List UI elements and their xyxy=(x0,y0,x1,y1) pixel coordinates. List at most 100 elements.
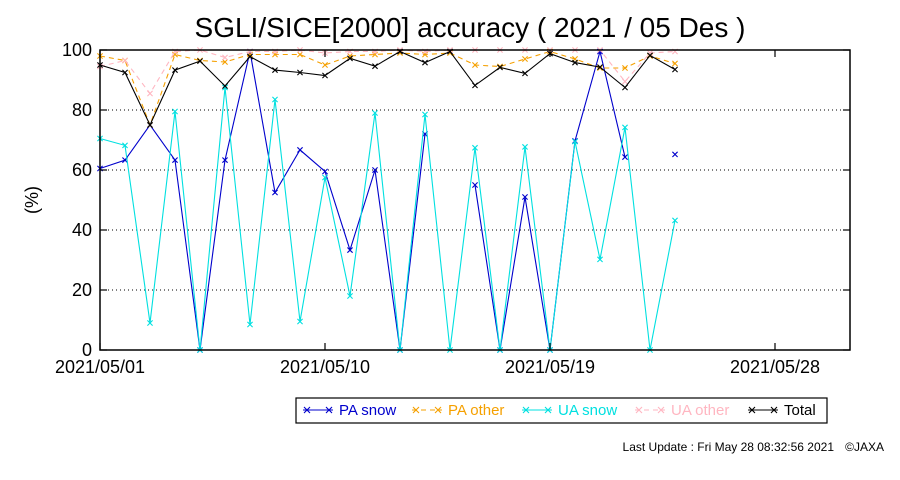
data-point xyxy=(172,67,178,74)
y-axis: 0 20 40 60 80 100 xyxy=(62,40,850,360)
data-point xyxy=(622,84,628,91)
data-point xyxy=(472,82,478,89)
y-tick-label: 0 xyxy=(82,340,92,360)
legend-label: UA snow xyxy=(558,402,617,419)
data-point xyxy=(322,72,328,79)
data-point xyxy=(622,124,628,131)
series-line-pa-other xyxy=(99,50,676,127)
legend-marker xyxy=(303,406,311,414)
data-point xyxy=(297,51,303,58)
data-point xyxy=(597,256,603,263)
data-point xyxy=(272,96,278,103)
data-point xyxy=(597,64,603,71)
legend-marker xyxy=(325,406,333,414)
legend-swatch xyxy=(635,406,665,414)
data-point xyxy=(247,53,253,60)
legend-swatch xyxy=(522,406,552,414)
data-point xyxy=(522,70,528,77)
data-point xyxy=(372,167,378,173)
legend-marker xyxy=(770,406,778,414)
data-point xyxy=(172,157,178,164)
data-point xyxy=(222,83,228,89)
copyright-text: ©JAXA xyxy=(845,440,884,454)
data-point xyxy=(372,63,378,70)
data-point xyxy=(347,53,353,59)
data-point xyxy=(422,59,428,66)
x-tick-label: 2021/05/19 xyxy=(505,357,595,377)
data-point xyxy=(247,321,253,328)
data-point xyxy=(647,52,653,59)
data-point xyxy=(522,56,528,62)
data-point xyxy=(122,57,128,64)
legend-label: PA snow xyxy=(339,402,396,419)
legend-marker xyxy=(657,406,665,414)
data-point xyxy=(672,151,678,158)
data-point xyxy=(672,66,678,73)
series-line-pa-snow xyxy=(474,51,626,351)
data-point xyxy=(272,189,278,196)
legend-marker xyxy=(412,406,420,414)
data-point xyxy=(472,62,478,68)
data-point xyxy=(672,60,678,67)
data-point xyxy=(622,78,628,85)
data-point xyxy=(672,217,678,224)
last-update-text: Last Update : Fri May 28 08:32:56 2021 xyxy=(623,440,835,454)
legend-label: Total xyxy=(784,402,816,419)
data-point xyxy=(172,108,178,115)
x-axis: 2021/05/01 2021/05/10 2021/05/19 2021/05/28 xyxy=(55,50,820,377)
data-point xyxy=(272,67,278,74)
legend-marker xyxy=(635,406,643,414)
data-point xyxy=(572,59,578,66)
data-point xyxy=(322,62,328,68)
data-point xyxy=(347,247,353,254)
data-point xyxy=(497,64,503,71)
legend-label: UA other xyxy=(671,402,729,419)
data-point xyxy=(297,318,303,325)
legend-label: PA other xyxy=(448,402,504,419)
data-point xyxy=(347,293,353,299)
data-point xyxy=(572,138,578,145)
y-tick-label: 100 xyxy=(62,40,92,60)
legend: PA snow PA other UA snow UA other Total xyxy=(295,397,828,424)
x-tick-label: 2021/05/28 xyxy=(730,357,820,377)
series-ua-snow xyxy=(97,84,678,353)
x-tick-label: 2021/05/01 xyxy=(55,357,145,377)
series-line-ua-snow xyxy=(99,87,676,351)
chart-title: SGLI/SICE[2000] accuracy ( 2021 / 05 Des… xyxy=(195,12,746,43)
data-point xyxy=(197,58,203,65)
data-point xyxy=(222,84,228,91)
grid xyxy=(100,109,850,291)
legend-swatch xyxy=(303,406,333,414)
data-point xyxy=(522,194,528,200)
legend-swatch xyxy=(412,406,442,414)
plot-frame xyxy=(99,49,851,351)
legend-marker xyxy=(748,406,756,414)
series-layer xyxy=(97,47,678,353)
series-ua-other xyxy=(97,47,678,97)
legend-swatch xyxy=(748,406,778,414)
data-point xyxy=(472,144,478,151)
data-point xyxy=(622,154,628,161)
y-tick-label: 80 xyxy=(72,100,92,120)
y-tick-label: 60 xyxy=(72,160,92,180)
data-point xyxy=(522,143,528,150)
series-total xyxy=(97,48,678,128)
y-tick-label: 40 xyxy=(72,220,92,240)
legend-box xyxy=(295,397,828,424)
data-point xyxy=(372,110,378,116)
data-point xyxy=(347,55,353,62)
data-point xyxy=(622,65,628,71)
series-line-ua-other xyxy=(99,49,676,95)
data-point xyxy=(647,50,653,56)
data-point xyxy=(322,174,328,181)
data-point xyxy=(122,69,128,76)
data-point xyxy=(147,90,153,97)
y-axis-label: (%) xyxy=(22,186,42,214)
data-point xyxy=(222,59,228,65)
data-point xyxy=(322,168,328,175)
data-point xyxy=(472,182,478,188)
data-point xyxy=(297,69,303,76)
series-pa-other xyxy=(97,48,678,128)
data-point xyxy=(147,320,153,326)
